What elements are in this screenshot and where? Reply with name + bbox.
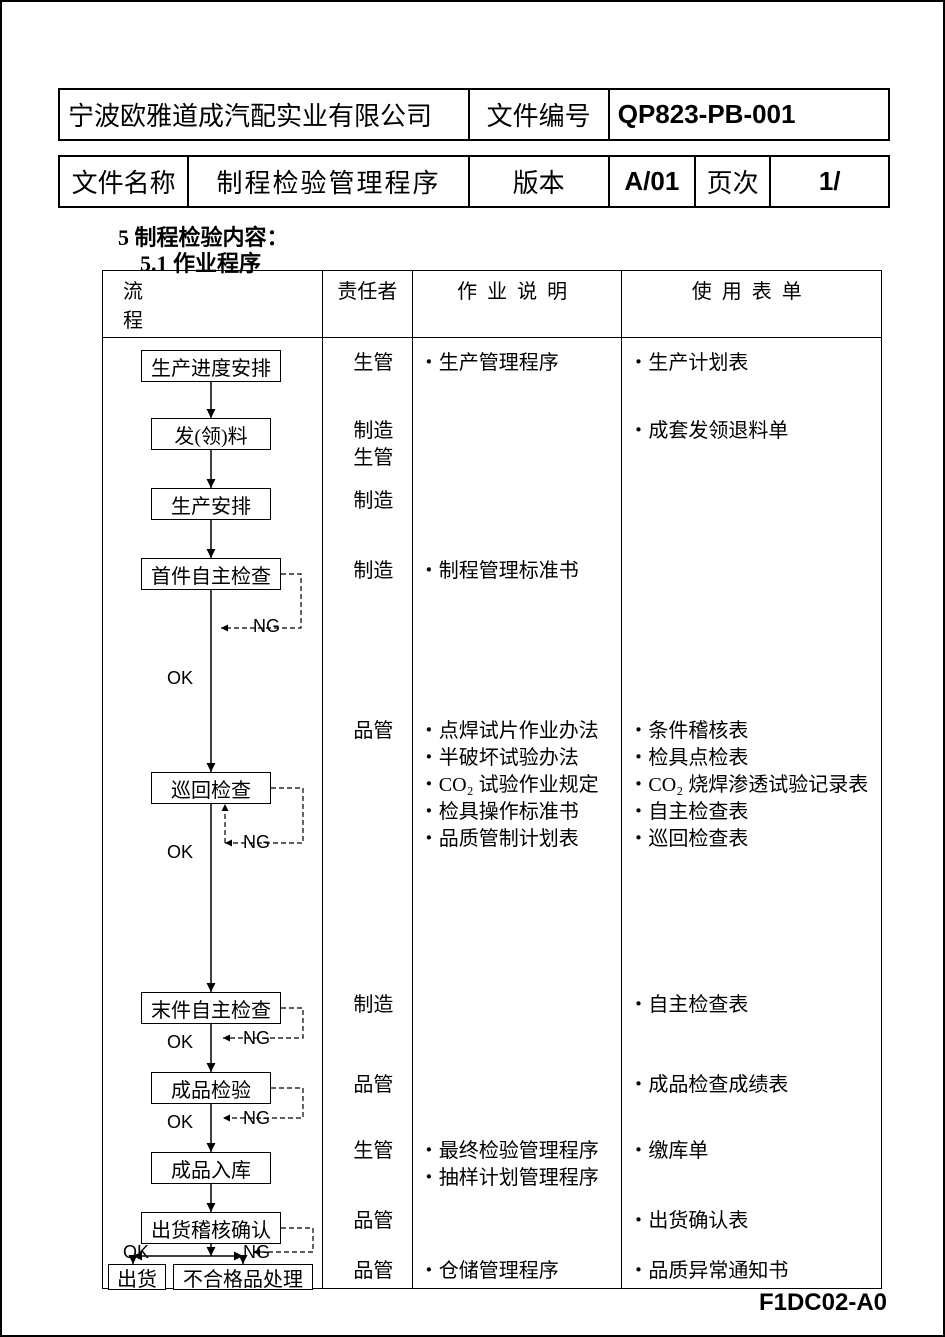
- flow-svg: [103, 338, 323, 1288]
- page-no: 1/: [819, 166, 841, 196]
- th-desc: 作业说明: [457, 281, 577, 303]
- forms-col-entry: ・成套发领退料单: [628, 418, 887, 445]
- flow-label: NG: [243, 832, 270, 853]
- flow-box-b10: 出货: [108, 1264, 166, 1290]
- forms-col: ・生产计划表・成套发领退料单・条件稽核表 ・检具点检表 ・CO₂ 烧焊渗透试验记…: [622, 338, 882, 1289]
- resp-col-entry: 品管: [329, 1208, 418, 1235]
- flow-label: OK: [123, 1242, 149, 1263]
- resp-col-entry: 制造: [329, 488, 418, 515]
- flow-box-b9: 出货稽核确认: [141, 1212, 281, 1244]
- resp-col-entry: 品管: [329, 1072, 418, 1099]
- flow-box-b7: 成品检验: [151, 1072, 271, 1104]
- flow-label: OK: [167, 1112, 193, 1133]
- flow-box-b4: 首件自主检查: [141, 558, 281, 590]
- forms-col-entry: ・条件稽核表 ・检具点检表 ・CO₂ 烧焊渗透试验记录表 ・自主检查表 ・巡回检…: [628, 718, 887, 853]
- doc-no: QP823-PB-001: [618, 99, 796, 129]
- flow-label: OK: [167, 842, 193, 863]
- version-label: 版本: [513, 169, 565, 198]
- forms-col-entry: ・缴库单: [628, 1138, 887, 1165]
- flow-box-b1: 生产进度安排: [141, 350, 281, 382]
- flow-box-b5: 巡回检查: [151, 772, 271, 804]
- desc-col-entry: ・制程管理标准书: [419, 558, 628, 585]
- page: 宁波欧雅道成汽配实业有限公司 文件编号 QP823-PB-001 文件名称 制程…: [0, 0, 945, 1337]
- doc-name: 制程检验管理程序: [216, 169, 440, 198]
- flow-box-b11: 不合格品处理: [173, 1264, 313, 1290]
- version: A/01: [624, 166, 679, 196]
- forms-col-entry: ・成品检查成绩表: [628, 1072, 887, 1099]
- desc-col-entry: ・生产管理程序: [419, 350, 628, 377]
- resp-col-entry: 制造: [329, 558, 418, 585]
- doc-no-label: 文件编号: [487, 102, 591, 131]
- flow-box-b2: 发(领)料: [151, 418, 271, 450]
- flow-label: OK: [167, 668, 193, 689]
- flow-box-b3: 生产安排: [151, 488, 271, 520]
- flow-box-b6: 末件自主检查: [141, 992, 281, 1024]
- flow-label: OK: [167, 1032, 193, 1053]
- flow-box-b8: 成品入库: [151, 1152, 271, 1184]
- resp-col-entry: 生管: [329, 1138, 418, 1165]
- desc-col-entry: ・最终检验管理程序 ・抽样计划管理程序: [419, 1138, 628, 1192]
- page-label: 页次: [707, 169, 759, 198]
- flow-cell: 生产进度安排发(领)料生产安排首件自主检查巡回检查末件自主检查成品检验成品入库出…: [103, 338, 323, 1289]
- forms-col-entry: ・自主检查表: [628, 992, 887, 1019]
- forms-col-entry: ・生产计划表: [628, 350, 887, 377]
- resp-col-entry: 品管: [329, 1258, 418, 1285]
- resp-col: 生管制造 生管制造制造品管制造品管生管品管品管: [322, 338, 412, 1289]
- resp-col-entry: 制造 生管: [329, 418, 418, 472]
- footer-code: F1DC02-A0: [759, 1289, 887, 1317]
- flow-label: NG: [243, 1028, 270, 1049]
- resp-col-entry: 生管: [329, 350, 418, 377]
- forms-col-entry: ・品质异常通知书: [628, 1258, 887, 1285]
- procedure-table: 流程 责任者 作业说明 使用表单 生产进度安排发(领)料生产安排首件自主检查巡回…: [102, 270, 882, 1289]
- th-flow: 流程: [123, 281, 303, 332]
- doc-name-label: 文件名称: [72, 169, 176, 198]
- th-forms: 使用表单: [692, 281, 812, 303]
- flow-label: NG: [243, 1242, 270, 1263]
- desc-col: ・生产管理程序・制程管理标准书・点焊试片作业办法 ・半破坏试验办法 ・CO₂ 试…: [412, 338, 622, 1289]
- company-name: 宁波欧雅道成汽配实业有限公司: [59, 89, 469, 140]
- flow-label: NG: [243, 1108, 270, 1129]
- desc-col-entry: ・仓储管理程序: [419, 1258, 628, 1285]
- th-resp: 责任者: [337, 281, 397, 303]
- resp-col-entry: 制造: [329, 992, 418, 1019]
- desc-col-entry: ・点焊试片作业办法 ・半破坏试验办法 ・CO₂ 试验作业规定 ・检具操作标准书 …: [419, 718, 628, 853]
- forms-col-entry: ・出货确认表: [628, 1208, 887, 1235]
- header-table: 宁波欧雅道成汽配实业有限公司 文件编号 QP823-PB-001 文件名称 制程…: [58, 88, 890, 208]
- flow-label: NG: [253, 616, 280, 637]
- resp-col-entry: 品管: [329, 718, 418, 745]
